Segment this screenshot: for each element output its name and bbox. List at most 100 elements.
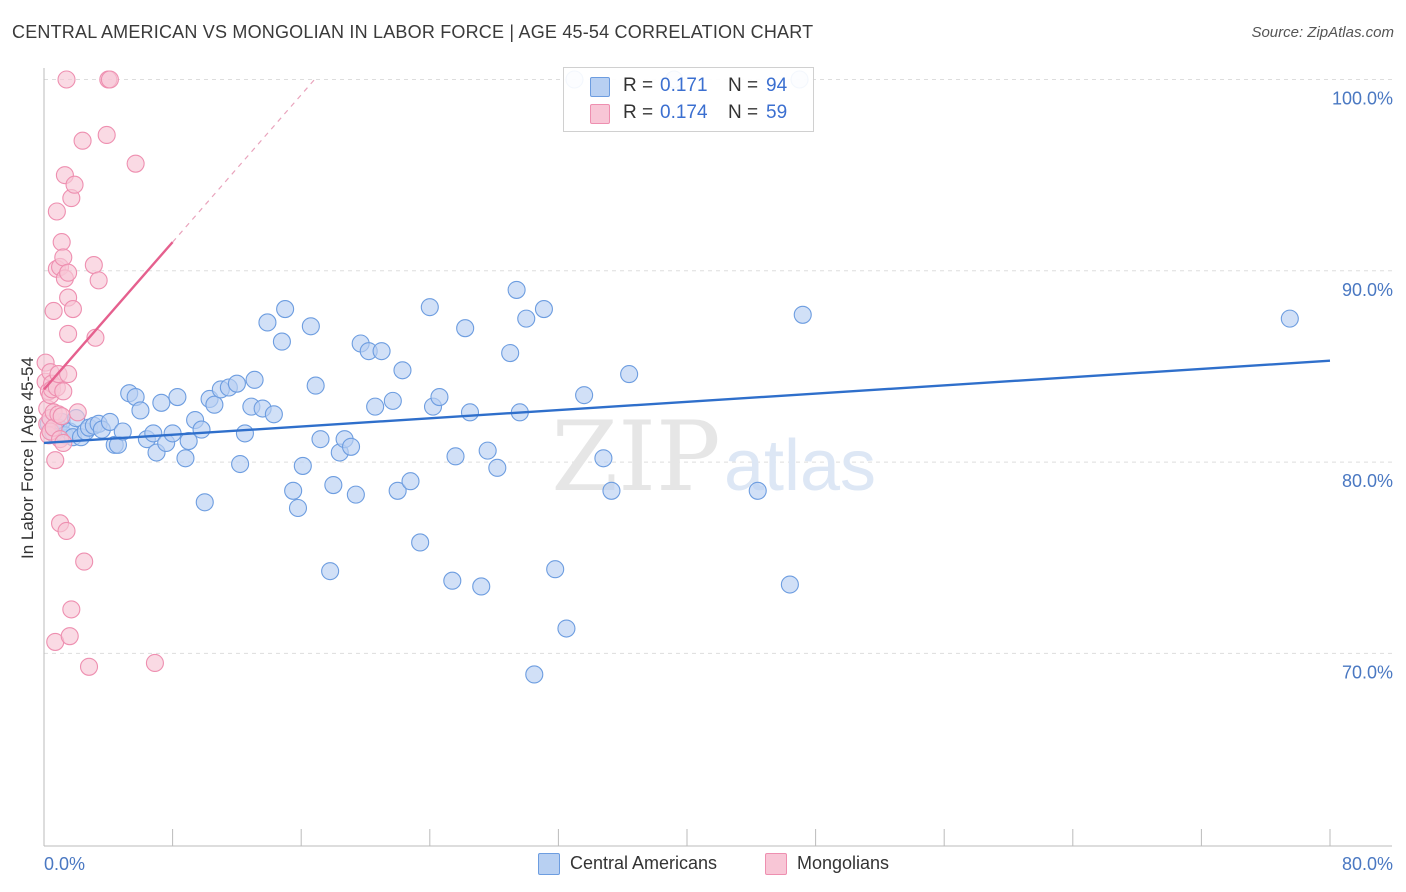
central-american-point [144, 424, 163, 443]
central-american-point [620, 365, 639, 384]
central-american-point [478, 441, 497, 460]
central-american-point [100, 412, 119, 431]
central-american-point [443, 571, 462, 590]
x-tick-label-min: 0.0% [44, 854, 85, 874]
central-american-point [227, 374, 246, 393]
central-american-point [446, 447, 465, 466]
mongolian-point [100, 70, 119, 89]
mongolian-point [145, 653, 164, 673]
mongolian-point [62, 600, 81, 619]
central-american-point [602, 481, 621, 500]
central-american-point [575, 386, 594, 405]
central-american-point [517, 309, 536, 328]
mongolian-point [97, 125, 116, 145]
central-american-point [324, 476, 343, 495]
y-tick-label: 70.0% [1342, 662, 1393, 682]
mongolian-point [89, 271, 108, 290]
y-tick-label: 90.0% [1342, 280, 1393, 300]
mongolian-point [65, 175, 84, 194]
central-american-point [748, 481, 767, 500]
bottom-legend-label: Central Americans [570, 853, 718, 873]
mongolian-point [54, 382, 73, 401]
central-american-point [793, 305, 812, 324]
central-american-point [372, 342, 391, 361]
legend-r-value: 0.171 [660, 75, 708, 96]
central-american-point [152, 393, 171, 412]
central-american-point [168, 388, 187, 407]
central-american-point [501, 344, 520, 363]
central-american-point [235, 424, 254, 443]
tick-labels: 70.0% 80.0% 90.0% 100.0% 0.0% 80.0% [44, 89, 1393, 875]
central-american-point [306, 376, 325, 395]
central-american-point [272, 332, 291, 351]
mongolian-trendline-extension [172, 75, 318, 243]
gridlines [44, 79, 1392, 654]
central-american-point [472, 577, 491, 596]
central-american-point [293, 456, 312, 475]
central-american-point [231, 454, 250, 474]
mongolian-point [59, 365, 78, 384]
mongolian-point [63, 300, 82, 319]
central-american-point [393, 361, 412, 380]
central-american-point [456, 319, 475, 338]
bottom-legend-label: Mongolians [797, 853, 890, 873]
mongolian-point [73, 131, 92, 150]
chart-title: CENTRAL AMERICAN VS MONGOLIAN IN LABOR F… [12, 22, 814, 42]
central-american-point [420, 298, 439, 317]
central-american-point [1280, 309, 1299, 328]
central-american-point [131, 401, 150, 420]
central-american-point [346, 485, 365, 504]
mongolian-point [52, 233, 71, 252]
mongolian-point [44, 301, 63, 321]
central-american-point [366, 397, 385, 416]
central-american-point [546, 560, 565, 579]
bottom-swatch-central [538, 853, 560, 875]
central-american-point [301, 317, 320, 336]
mongolian-point [126, 154, 145, 173]
central-american-point [507, 280, 526, 299]
source-credit: Source: ZipAtlas.com [1251, 24, 1394, 41]
central-american-point [321, 562, 340, 581]
legend-swatch-central [590, 77, 610, 97]
central-american-point [525, 665, 544, 684]
central-american-point [176, 449, 195, 468]
central-american-point [288, 498, 308, 518]
central-american-point [383, 391, 402, 410]
mongolian-point [57, 70, 76, 89]
data-points [36, 70, 1299, 684]
central-american-point [388, 481, 407, 500]
y-tick-label: 80.0% [1342, 471, 1393, 491]
mongolian-point [46, 451, 65, 470]
central-american-point [276, 300, 295, 319]
mongolian-point [75, 552, 94, 571]
mongolian-point [54, 248, 73, 267]
central-american-point [284, 481, 303, 500]
central-american-point [411, 533, 430, 552]
legend-r-value: 0.174 [660, 102, 708, 123]
central-american-point [430, 388, 449, 407]
mongolian-point [68, 403, 87, 422]
legend-r-label: R = [623, 75, 654, 96]
central-american-point [557, 619, 576, 638]
central-american-point [534, 300, 553, 319]
mongolian-point [47, 202, 66, 221]
central-american-point [401, 472, 420, 491]
legend-n-label: N = [728, 75, 759, 96]
legend-r-label: R = [623, 102, 654, 123]
mongolian-point [52, 407, 71, 426]
central-american-point [460, 403, 480, 422]
central-american-point [341, 437, 361, 456]
axes [43, 68, 1392, 847]
mongolian-trendline [43, 241, 174, 391]
mongolian-point [79, 657, 99, 676]
mongolian-point [59, 324, 78, 343]
mongolian-point [57, 521, 76, 541]
trend-lines [43, 75, 1331, 445]
x-tick-label-max: 80.0% [1342, 854, 1393, 874]
central-american-point [258, 313, 277, 332]
legend-n-value: 94 [766, 75, 788, 96]
central-american-point [205, 395, 224, 414]
y-tick-label: 100.0% [1332, 89, 1393, 109]
legend-swatch-mongolian [590, 104, 610, 124]
